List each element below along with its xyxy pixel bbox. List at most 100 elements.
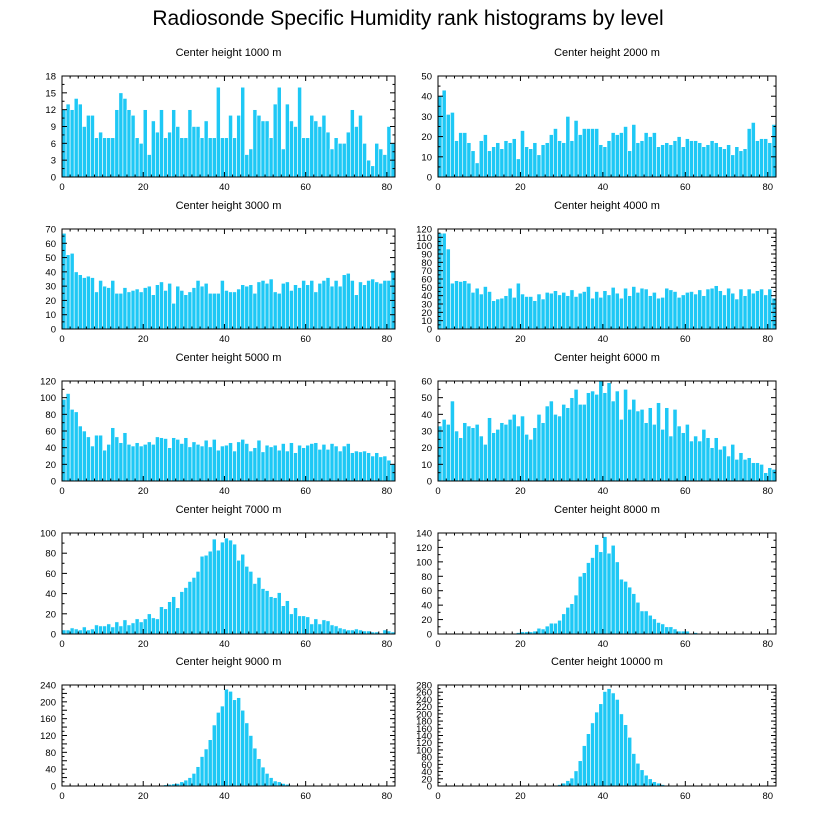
histogram-bar	[759, 138, 764, 178]
histogram-bar	[487, 291, 492, 330]
histogram-bar	[220, 280, 225, 330]
histogram-bar	[581, 404, 587, 482]
x-tick-label: 20	[515, 791, 526, 802]
histogram-bar	[358, 281, 363, 330]
histogram-bar	[309, 280, 315, 330]
histogram-bar	[106, 623, 112, 635]
panel-title: Center height 1000 m	[176, 47, 282, 59]
histogram-bar	[333, 137, 339, 178]
x-tick-label: 0	[435, 182, 440, 193]
histogram-bar	[73, 271, 79, 330]
histogram-bar	[540, 144, 546, 178]
y-tick-label: 20	[421, 132, 432, 143]
histogram-bar	[553, 128, 558, 178]
histogram-bar	[717, 146, 723, 178]
histogram-bar	[260, 120, 266, 178]
histogram-bar	[232, 137, 237, 178]
y-tick-label: 0	[51, 782, 56, 793]
histogram-bar	[598, 144, 604, 178]
x-tick-label: 20	[515, 639, 526, 650]
histogram-bar	[520, 415, 525, 482]
histogram-bar	[602, 691, 608, 787]
histogram-bar	[717, 449, 723, 482]
histogram-bar	[499, 148, 505, 178]
x-tick-label: 60	[680, 791, 691, 802]
histogram-bar	[244, 285, 250, 330]
histogram-bar	[693, 435, 698, 482]
histogram-bar	[313, 442, 319, 482]
histogram-bar	[656, 146, 661, 178]
y-tick-label: 50	[421, 72, 432, 83]
y-tick-label: 220	[416, 702, 432, 713]
histogram-bar	[374, 281, 380, 330]
histogram-bar	[705, 288, 711, 330]
histogram-bar	[507, 287, 513, 330]
histogram-bar	[195, 126, 201, 178]
y-tick-label: 200	[40, 697, 56, 708]
y-tick-label: 40	[421, 410, 432, 421]
x-tick-label: 80	[382, 791, 393, 802]
histogram-bar	[179, 781, 185, 787]
histogram-bar	[167, 447, 172, 482]
x-tick-label: 60	[680, 334, 691, 345]
histogram-bar	[631, 124, 637, 178]
x-tick-label: 40	[598, 182, 609, 193]
y-tick-label: 120	[416, 225, 432, 236]
histogram-bar	[240, 709, 246, 787]
histogram-bar	[462, 422, 468, 482]
y-tick-label: 20	[45, 609, 56, 620]
histogram-bar	[586, 286, 591, 330]
y-tick-label: 260	[416, 688, 432, 699]
histogram-bar	[569, 777, 575, 787]
histogram-bar	[676, 136, 682, 178]
histogram-bar	[598, 551, 604, 635]
histogram-bar	[301, 280, 306, 330]
histogram-bar	[155, 284, 160, 330]
histogram-bar	[350, 629, 355, 635]
x-tick-label: 60	[680, 486, 691, 497]
histogram-bar	[602, 146, 608, 178]
histogram-bar	[631, 399, 637, 482]
histogram-bar	[337, 285, 343, 330]
histogram-bar	[722, 294, 727, 330]
x-tick-label: 0	[435, 334, 440, 345]
histogram-bar	[378, 282, 384, 330]
histogram-bar	[122, 98, 128, 178]
histogram-bar	[499, 422, 505, 482]
histogram-bar	[305, 444, 311, 482]
histogram-bar	[528, 439, 534, 482]
histogram-bar	[536, 154, 542, 178]
histogram-bar	[276, 86, 282, 178]
y-tick-label: 120	[40, 377, 56, 388]
histogram-bar	[755, 462, 760, 482]
histogram-bar	[536, 293, 542, 330]
histogram-bar	[664, 407, 670, 482]
histogram-bar	[565, 780, 571, 787]
histogram-bar	[487, 417, 492, 482]
histogram-bar	[553, 290, 558, 330]
histogram-bar	[187, 581, 193, 635]
histogram-bar	[159, 281, 164, 330]
x-tick-label: 80	[762, 182, 773, 193]
histogram-bar	[65, 629, 71, 635]
histogram-bar	[354, 294, 359, 330]
y-tick-label: 80	[421, 572, 432, 583]
histogram-bar	[627, 295, 633, 330]
y-tick-label: 80	[421, 258, 432, 269]
histogram-bar	[333, 625, 339, 635]
histogram-bar	[378, 456, 384, 482]
histogram-bar	[581, 745, 587, 787]
histogram-bar	[354, 450, 359, 482]
histogram-bar	[594, 544, 600, 635]
histogram-bar	[216, 86, 221, 178]
histogram-bar	[110, 280, 116, 330]
x-tick-label: 40	[219, 486, 230, 497]
histogram-bar	[350, 109, 355, 178]
histogram-bar	[382, 154, 388, 178]
histogram-bar	[321, 114, 327, 178]
histogram-bar	[685, 292, 690, 330]
histogram-bar	[171, 302, 177, 330]
x-tick-label: 80	[762, 791, 773, 802]
histogram-bar	[635, 410, 641, 482]
